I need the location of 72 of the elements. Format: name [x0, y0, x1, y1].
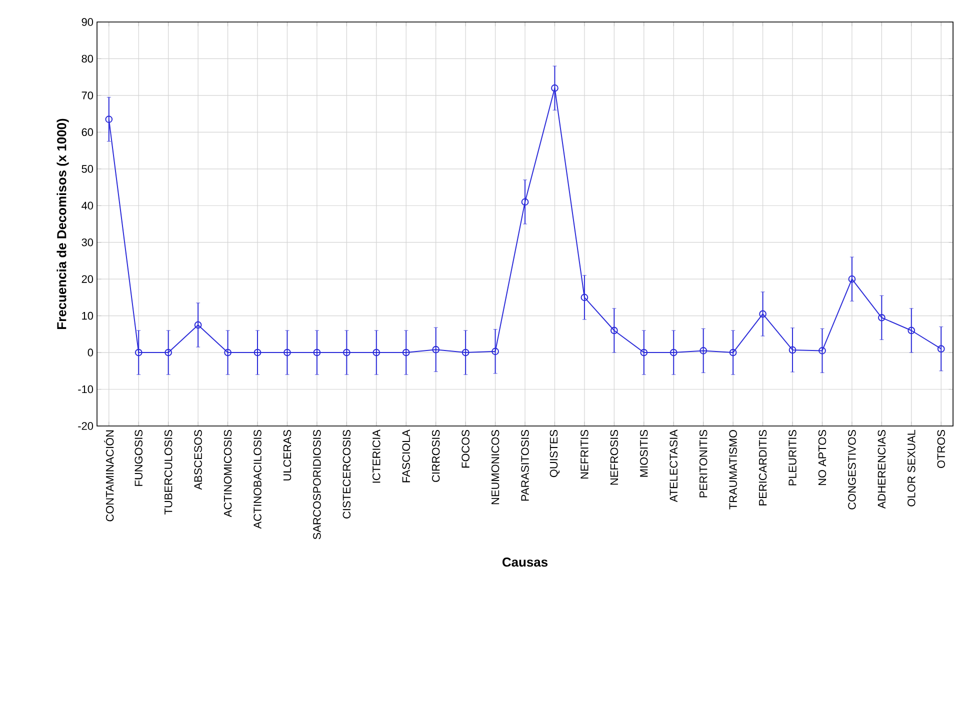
- point: [254, 348, 262, 356]
- point: [224, 348, 232, 356]
- x-tick-label: ULCERAS: [283, 430, 292, 480]
- y-tick-label: 60: [82, 128, 94, 136]
- y-tick-label: 20: [82, 275, 94, 283]
- x-tick-label: MIOSITIS: [640, 430, 648, 477]
- point: [372, 348, 380, 356]
- x-tick-label: ACTINOBACILOSIS: [254, 430, 262, 529]
- x-tick-label: TRAUMATISMO: [729, 430, 737, 510]
- point: [640, 348, 648, 356]
- x-tick-label: CISTECERCOSIS: [342, 430, 351, 518]
- y-tick-label: 0: [88, 348, 94, 356]
- y-tick-label: -20: [78, 422, 94, 430]
- x-tick-label: PERITONITIS: [699, 430, 708, 498]
- x-axis-title: Causas: [502, 558, 548, 567]
- x-tick-label: FOCOS: [462, 430, 470, 468]
- point: [848, 275, 856, 283]
- y-tick-label: 10: [82, 312, 94, 320]
- x-tick-label: ATELECTASIA: [670, 430, 678, 502]
- x-tick-label: OLOR SEXUAL: [908, 430, 916, 506]
- point: [610, 326, 618, 334]
- point: [432, 346, 440, 354]
- x-tick-label: TUBERCULOSIS: [164, 430, 172, 515]
- x-tick-label: ADHERENCIAS: [878, 430, 886, 509]
- point: [521, 198, 529, 206]
- point: [937, 345, 945, 353]
- point: [580, 294, 588, 302]
- y-tick-label: 90: [82, 18, 94, 26]
- point: [818, 347, 826, 354]
- point: [164, 348, 172, 356]
- point: [194, 321, 202, 329]
- x-tick-label: ICTERICIA: [372, 430, 380, 483]
- x-tick-label: OTROS: [937, 430, 946, 468]
- x-tick-label: CIRROSIS: [432, 430, 440, 482]
- point: [729, 348, 737, 356]
- point: [342, 348, 350, 356]
- x-tick-label: PERICARDITIS: [758, 430, 767, 506]
- point: [700, 347, 708, 354]
- y-tick-label: 80: [82, 54, 94, 63]
- x-tick-label: NEFROSIS: [610, 430, 618, 485]
- x-tick-label: SARCOSPORIDIOSIS: [313, 430, 321, 540]
- y-tick-label: 40: [82, 202, 94, 210]
- point: [313, 348, 321, 356]
- x-tick-label: QUISTES: [550, 430, 560, 478]
- point: [462, 348, 470, 356]
- point: [788, 346, 796, 354]
- x-tick-label: NEUMONICOS: [491, 430, 500, 504]
- x-tick-label: CONTAMINACIÓN: [104, 430, 114, 522]
- x-tick-label: FUNGOSIS: [134, 430, 143, 486]
- point: [878, 314, 886, 322]
- y-tick-label: 70: [82, 92, 94, 100]
- x-tick-label: PLEURITIS: [788, 430, 796, 486]
- y-tick-label: -10: [78, 385, 94, 394]
- point: [670, 348, 678, 356]
- point: [492, 348, 499, 356]
- x-tick-label: CONGESTIVOS: [848, 430, 856, 510]
- y-tick-label: 30: [82, 238, 94, 246]
- point: [284, 348, 291, 356]
- x-tick-label: ACTINOMICOSIS: [224, 430, 232, 518]
- x-tick-label: NEFRITIS: [580, 430, 588, 479]
- point: [402, 348, 410, 356]
- x-tick-label: NO APTOS: [818, 430, 826, 486]
- point: [551, 84, 558, 92]
- y-axis-title: Frecuencia de Decomisos (x 1000): [56, 118, 69, 329]
- y-tick-label: 50: [82, 165, 94, 173]
- x-tick-label: PARASITOSIS: [521, 430, 529, 501]
- point: [759, 310, 766, 318]
- point: [908, 326, 916, 334]
- point: [105, 116, 113, 123]
- x-tick-label: ABSCESOS: [194, 430, 202, 490]
- x-tick-label: FASCIOLA: [402, 430, 410, 482]
- point: [134, 348, 142, 356]
